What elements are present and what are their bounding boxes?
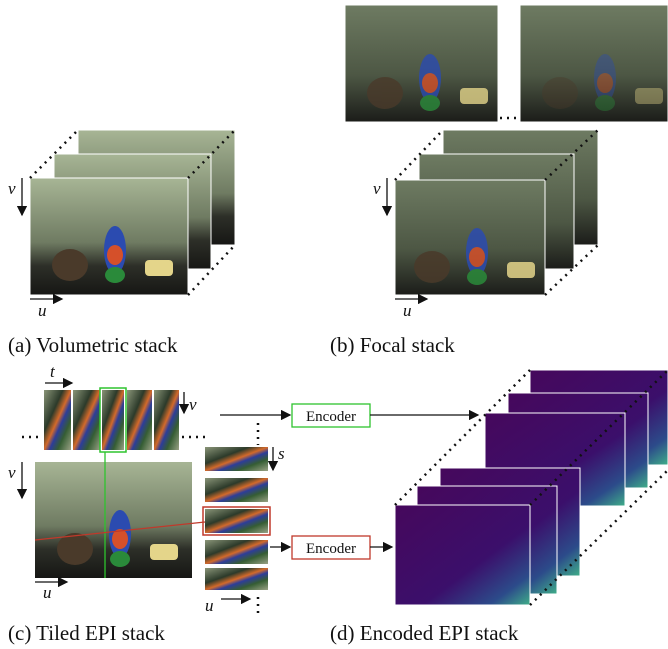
tiled-epi-stack: t v v u s u (c) Tiled EPI stack (8, 362, 285, 645)
caption: (d) Encoded EPI stack (330, 621, 519, 645)
axis-label: v (8, 463, 16, 482)
axis-label: u (43, 583, 52, 602)
caption: (b) Focal stack (330, 333, 455, 357)
caption: (a) Volumetric stack (8, 333, 178, 357)
epi-tile (154, 390, 179, 450)
frame (520, 5, 668, 122)
epi-tile (205, 509, 268, 533)
encoder-label: Encoder (306, 409, 356, 425)
axis-label: v (8, 179, 16, 198)
encoder-label: Encoder (306, 541, 356, 557)
epi-tile (44, 390, 71, 450)
epi-tile (127, 390, 152, 450)
epi-tile (205, 540, 268, 564)
axis-label: v (373, 179, 381, 198)
focal-stack: v u (b) Focal stack (330, 5, 668, 357)
epi-tile (102, 390, 124, 450)
axis-label: u (38, 301, 47, 320)
figure: v u (a) Volumetric stack v u (b) Focal s… (0, 0, 668, 649)
axis-label: s (278, 444, 285, 463)
encoded-epi-stack: (d) Encoded EPI stack (330, 370, 668, 645)
axis-label: u (205, 596, 214, 615)
epi-tile (73, 390, 100, 450)
epi-tile (205, 478, 268, 502)
axis-label: v (189, 395, 197, 414)
axis-label: t (50, 362, 56, 381)
caption: (c) Tiled EPI stack (8, 621, 165, 645)
epi-tile (205, 568, 268, 590)
epi-tile (205, 447, 268, 471)
volumetric-stack: v u (a) Volumetric stack (8, 130, 235, 357)
axis-label: u (403, 301, 412, 320)
feature-map (395, 505, 530, 605)
